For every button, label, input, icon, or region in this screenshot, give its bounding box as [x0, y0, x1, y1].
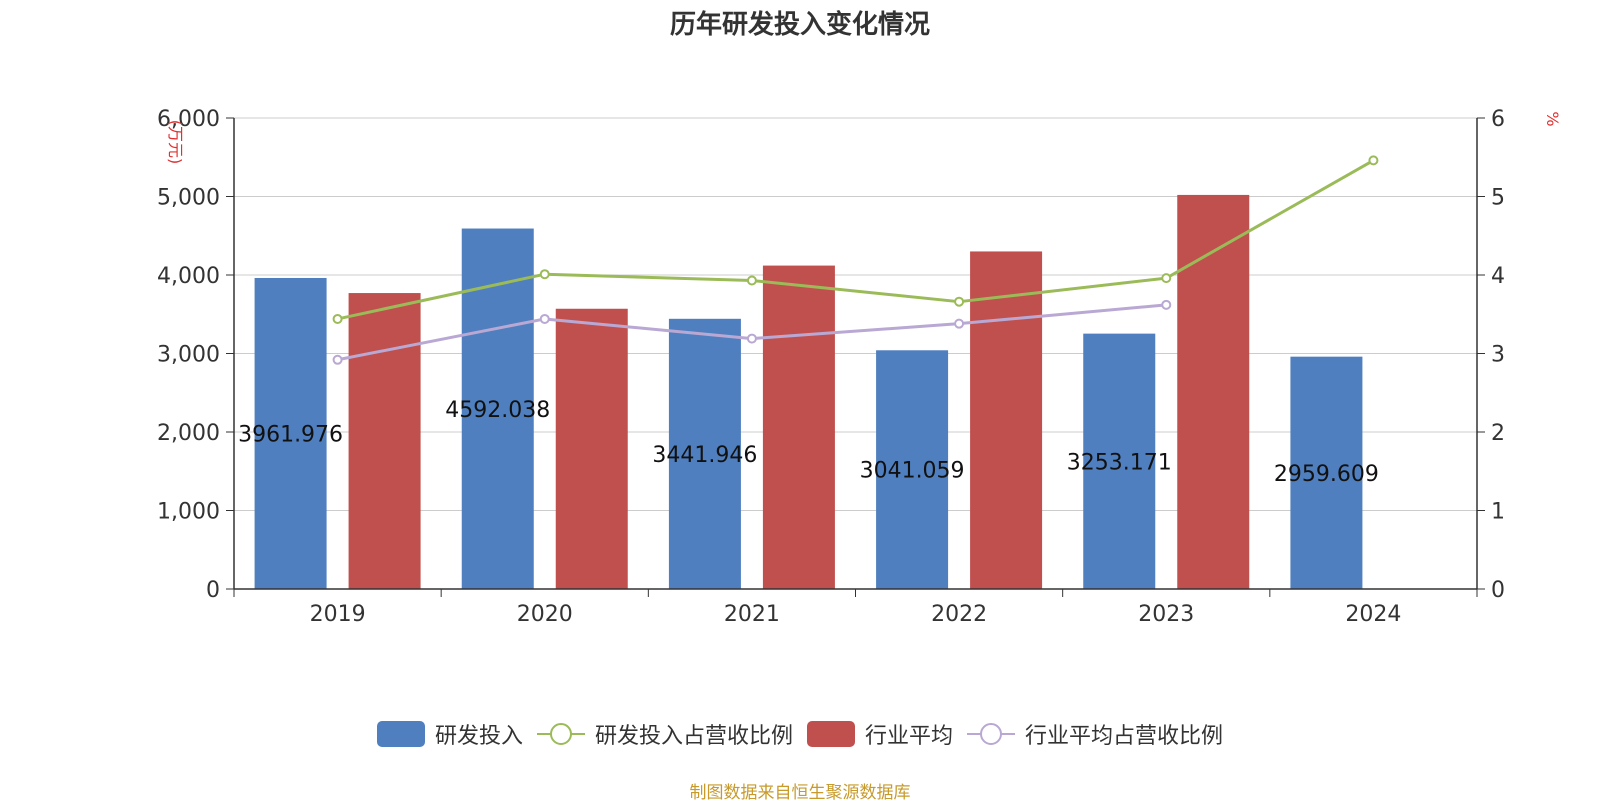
bars	[254, 194, 1363, 589]
x-tick-label: 2019	[310, 602, 366, 627]
data-label-rd: 3253.171	[1067, 450, 1172, 475]
industry-ratio-point	[1161, 299, 1172, 310]
industry-ratio-point	[539, 313, 550, 324]
bar-rd	[876, 350, 949, 589]
bar-industry	[348, 293, 421, 589]
source-note: 制图数据来自恒生聚源数据库	[689, 783, 911, 803]
y-left-tick-label: 5,000	[157, 186, 220, 211]
legend-rd-swatch	[376, 721, 425, 747]
bar-rd	[1290, 356, 1363, 589]
bar-industry	[762, 265, 835, 589]
bar-rd	[1083, 333, 1156, 589]
x-tick-label: 2023	[1138, 602, 1194, 627]
legend-industry-ratio-label: 行业平均占营收比例	[1025, 724, 1224, 749]
y-right-tick-label: 5	[1491, 186, 1505, 211]
y-right-tick-label: 6	[1491, 107, 1505, 132]
legend-item-industry-ratio[interactable]: 行业平均占营收比例	[967, 718, 1223, 750]
y-left-tick-label: 0	[206, 578, 220, 603]
chart-title: 历年研发投入变化情况	[669, 10, 930, 40]
rd-ratio-line	[337, 159, 1375, 321]
data-label-rd: 3961.976	[238, 422, 343, 447]
industry-ratio-point	[954, 318, 965, 329]
data-labels: 3961.976 4592.038 3441.946 3041.059 3253.171…	[238, 398, 1379, 487]
y-right-tick-label: 2	[1491, 421, 1505, 446]
y-right-tick-label: 1	[1491, 500, 1505, 525]
y-right-unit-label: %	[1543, 111, 1562, 126]
legend-industry-swatch	[807, 721, 855, 747]
rd-ratio-point	[746, 275, 757, 286]
y-left-tick-label: 1,000	[157, 500, 220, 525]
data-label-rd: 4592.038	[445, 398, 550, 423]
grid-lines	[234, 117, 1477, 511]
rd-ratio-point	[954, 296, 965, 307]
legend-item-rd-ratio[interactable]: 研发投入占营收比例	[536, 718, 793, 750]
bar-industry	[555, 308, 628, 589]
y-right-tick-label: 3	[1491, 343, 1505, 368]
industry-ratio-point	[332, 354, 343, 365]
industry-ratio-point	[746, 333, 757, 344]
data-label-rd: 2959.609	[1274, 462, 1379, 487]
x-tick-label: 2022	[931, 602, 987, 627]
bar-industry	[1177, 194, 1250, 589]
legend-item-industry[interactable]: 行业平均	[807, 718, 953, 750]
y-left-tick-label: 4,000	[157, 264, 220, 289]
rd-ratio-point	[1368, 155, 1379, 166]
legend-industry-ratio-swatch	[967, 723, 1016, 745]
legend-item-rd[interactable]: 研发投入	[376, 718, 523, 750]
y-right-tick-label: 0	[1491, 578, 1505, 603]
x-tick-label: 2021	[724, 602, 780, 627]
rd-ratio-point	[539, 269, 550, 280]
bar-rd	[668, 318, 741, 589]
legend-rd-ratio-swatch	[536, 723, 585, 745]
ratio-lines	[332, 155, 1379, 365]
y-left-unit-label: (万元)	[166, 120, 185, 165]
data-label-rd: 3441.946	[652, 443, 757, 468]
legend-rd-label: 研发投入	[434, 724, 523, 749]
x-tick-label: 2024	[1345, 602, 1401, 627]
rd-ratio-point	[1161, 273, 1172, 284]
legend-rd-ratio-label: 研发投入占营收比例	[594, 724, 793, 749]
axes: 0 1,000 2,000 3,000 4,000 5,000 6,000 0 1 2 3 4 5 6 (万…	[157, 107, 1562, 627]
rd-ratio-point	[332, 313, 343, 324]
data-label-rd: 3041.059	[860, 459, 965, 484]
bar-industry	[970, 251, 1043, 589]
bar-rd	[254, 277, 327, 589]
y-left-tick-label: 3,000	[157, 343, 220, 368]
y-right-tick-label: 4	[1491, 264, 1505, 289]
legend-industry-label: 行业平均	[865, 724, 954, 749]
y-left-tick-label: 2,000	[157, 421, 220, 446]
x-tick-label: 2020	[517, 602, 573, 627]
chart-legend: 研发投入 研发投入占营收比例 行业平均 行业平均占营收比例	[0, 718, 1600, 750]
y-left-tick-label: 6,000	[157, 107, 220, 132]
